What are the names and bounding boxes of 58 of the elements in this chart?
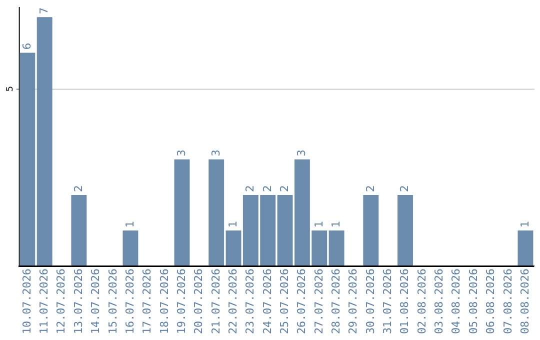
x-tick-label: 06.08.2026 (484, 268, 498, 334)
data-label: 2 (364, 185, 377, 192)
x-tick-label: 29.07.2026 (346, 268, 360, 334)
data-label: 2 (260, 185, 274, 192)
bar (36, 17, 52, 266)
bar (226, 230, 242, 266)
data-label: 1 (518, 220, 532, 228)
data-label: 6 (20, 42, 34, 50)
x-tick-label: 13.07.2026 (72, 268, 85, 334)
bar (398, 194, 413, 266)
x-tick-label: 28.07.2026 (330, 268, 343, 334)
x-tick-label: 01.08.2026 (398, 268, 412, 334)
x-tick-label: 05.08.2026 (466, 268, 480, 334)
x-tick-label: 24.07.2026 (260, 268, 274, 334)
bar (174, 159, 190, 266)
x-tick-label: 07.08.2026 (501, 268, 514, 334)
x-tick-label: 11.07.2026 (38, 268, 51, 334)
bar (363, 194, 379, 266)
x-tick-label: 22.07.2026 (226, 268, 240, 334)
bar (122, 230, 138, 266)
data-label: 3 (174, 149, 188, 156)
x-tick-label: 25.07.2026 (278, 268, 291, 334)
x-tick-label: 10.07.2026 (20, 268, 34, 334)
x-tick-label: 31.07.2026 (381, 268, 394, 334)
x-tick-label: 03.08.2026 (432, 268, 446, 334)
x-tick-label: 12.07.2026 (54, 268, 68, 334)
x-tick-label: 30.07.2026 (364, 268, 377, 334)
x-tick-label: 15.07.2026 (106, 268, 120, 334)
bar (71, 194, 87, 266)
x-tick-label: 20.07.2026 (192, 268, 206, 334)
y-tick-label: 5 (5, 86, 16, 92)
bar (208, 159, 224, 266)
data-label: 3 (295, 149, 308, 156)
x-tick-label: 23.07.2026 (244, 268, 257, 334)
data-label: 1 (330, 220, 343, 228)
x-tick-label: 14.07.2026 (89, 268, 102, 334)
x-tick-label: 18.07.2026 (158, 268, 171, 334)
bar (518, 230, 534, 266)
x-tick-label: 27.07.2026 (312, 268, 326, 334)
data-label: 1 (312, 220, 326, 228)
x-tick-label: 17.07.2026 (140, 268, 154, 334)
x-tick-label: 19.07.2026 (174, 268, 188, 334)
data-label: 1 (123, 220, 136, 228)
x-tick-label: 16.07.2026 (123, 268, 136, 334)
x-tick-label: 02.08.2026 (415, 268, 428, 334)
x-tick-label: 04.08.2026 (450, 268, 463, 334)
data-label: 3 (209, 149, 222, 156)
data-label: 2 (398, 185, 412, 192)
data-label: 2 (72, 185, 85, 192)
x-tick-label: 26.07.2026 (295, 268, 308, 334)
data-label: 2 (278, 185, 291, 192)
x-tick-label: 08.08.2026 (518, 268, 532, 334)
x-tick-label: 21.07.2026 (209, 268, 222, 334)
bar (20, 52, 36, 266)
data-label: 7 (38, 7, 51, 14)
bar (328, 230, 344, 266)
data-label: 2 (244, 185, 257, 192)
data-label: 1 (226, 220, 240, 228)
